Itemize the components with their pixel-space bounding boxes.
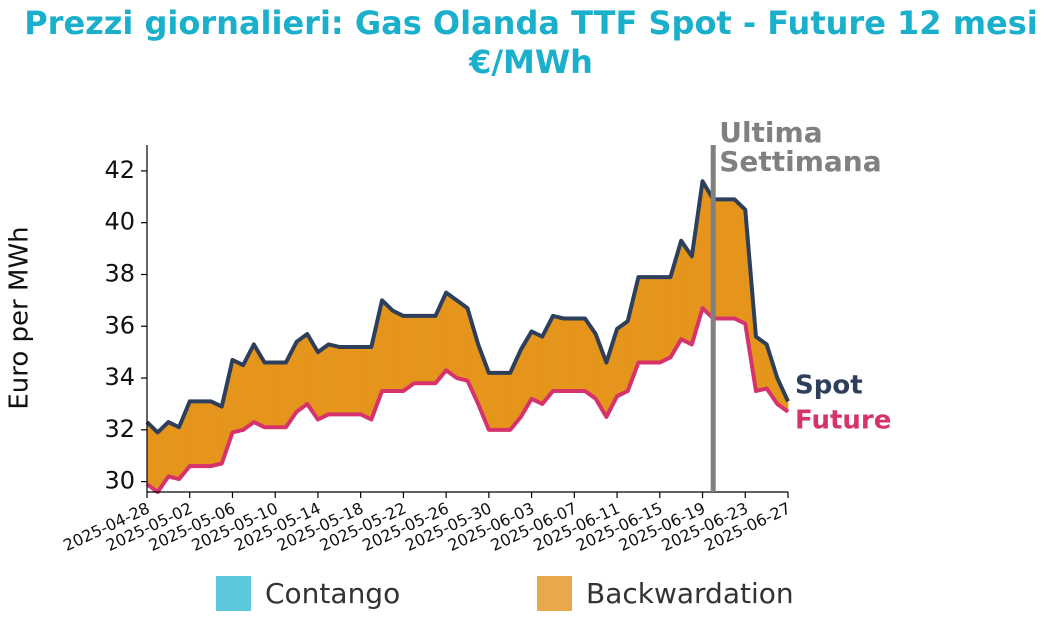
chart-title: Prezzi giornalieri: Gas Olanda TTF Spot … [24, 4, 1038, 42]
legend-label: Contango [265, 577, 400, 610]
spread-fill [274, 362, 287, 428]
spread-fill [424, 315, 436, 384]
spread-fill [563, 318, 575, 392]
y-tick-label: 32 [104, 415, 135, 443]
last-week-label: Settimana [719, 145, 881, 178]
y-tick-label: 30 [104, 467, 135, 495]
spread-fill [616, 320, 629, 397]
spread-fill [200, 401, 212, 467]
legend-swatch [216, 576, 251, 611]
spread-fill [392, 310, 404, 392]
chart-subtitle: €/MWh [468, 43, 593, 81]
spread-fill [360, 346, 372, 420]
series-end-label: Future [795, 406, 891, 436]
spread-fill [232, 359, 244, 433]
series-line [145, 179, 790, 435]
series-end-label: Spot [795, 371, 863, 401]
spread-fill [648, 276, 661, 363]
y-tick-label: 42 [104, 156, 135, 184]
spread-fill [552, 315, 564, 392]
series-line [145, 306, 790, 494]
spread-fill [210, 400, 223, 467]
spread-fill [638, 276, 650, 363]
spread-fill [264, 362, 276, 428]
spread-fill [338, 346, 351, 415]
spread-fill [734, 198, 746, 325]
spread-fill [168, 421, 180, 480]
spread-fill [574, 318, 586, 392]
spread-fill [189, 401, 201, 467]
legend-label: Backwardation [586, 577, 794, 610]
spread-fill [317, 343, 329, 420]
spread-fill [488, 372, 500, 431]
spread-fill [723, 199, 735, 319]
y-tick-label: 36 [104, 311, 135, 339]
last-week-label: Ultima [719, 116, 822, 149]
y-tick-label: 40 [104, 208, 135, 236]
spread-fill [456, 299, 468, 382]
y-tick-label: 34 [104, 363, 135, 391]
y-tick-label: 38 [104, 259, 135, 287]
spread-fill [659, 276, 671, 364]
spread-fill [328, 344, 340, 415]
spread-fill [403, 315, 415, 392]
y-axis-label: Euro per MWh [5, 226, 35, 409]
spread-fill [445, 292, 458, 379]
spread-fill [413, 315, 426, 384]
spread-fill [296, 333, 308, 413]
spread-fill [499, 372, 511, 431]
legend-swatch [537, 576, 572, 611]
spread-fill [349, 346, 361, 415]
spread-fill [381, 299, 394, 392]
spread-fill [531, 330, 543, 405]
